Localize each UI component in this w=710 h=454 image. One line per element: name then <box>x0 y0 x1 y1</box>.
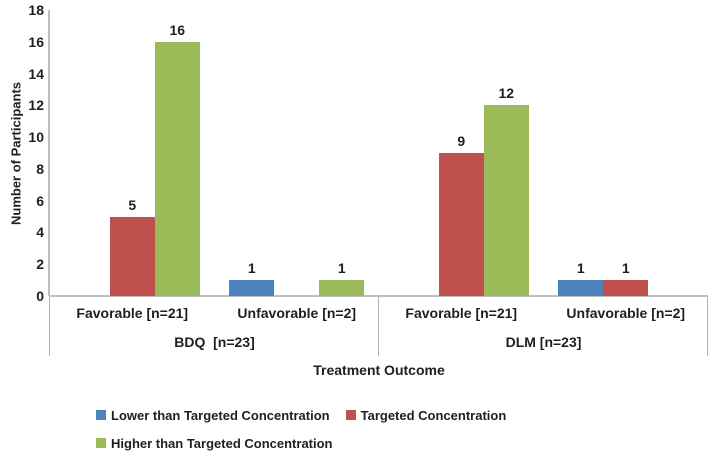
bar <box>483 105 529 296</box>
bar-value-label: 1 <box>337 260 346 277</box>
category-label: Unfavorable [n=2] <box>237 305 357 321</box>
bar-value-label: 1 <box>247 260 256 277</box>
x-axis-title: Treatment Outcome <box>313 362 445 378</box>
category-axis-separator <box>49 296 50 356</box>
category-label: Favorable [n=21] <box>76 305 189 321</box>
y-tick-label: 2 <box>36 256 44 273</box>
bar-value-label: 1 <box>621 260 630 277</box>
legend-label: Higher than Targeted Concentration <box>111 435 333 451</box>
legend-item: Higher than Targeted Concentration <box>96 435 333 451</box>
y-tick-label: 16 <box>28 33 44 50</box>
x-axis-baseline <box>50 295 708 297</box>
legend-label: Targeted Concentration <box>360 407 507 423</box>
legend-swatch-icon <box>96 410 106 420</box>
y-tick-label: 12 <box>28 97 44 114</box>
y-tick-label: 4 <box>36 224 44 241</box>
bar-value-label: 5 <box>128 196 137 213</box>
bar-value-label: 12 <box>498 85 515 102</box>
y-tick-label: 8 <box>36 160 44 177</box>
legend-item: Lower than Targeted Concentration <box>96 407 330 423</box>
y-tick-label: 0 <box>36 288 44 304</box>
legend-label: Lower than Targeted Concentration <box>111 407 330 423</box>
bar <box>558 280 604 296</box>
bar-value-label: 16 <box>169 21 186 38</box>
y-axis-line <box>48 10 50 296</box>
legend-swatch-icon <box>345 410 356 420</box>
category-label: Favorable [n=21] <box>405 305 518 321</box>
group-label: BDQ [n=23] <box>174 334 255 350</box>
y-tick-label: 14 <box>28 65 44 82</box>
y-tick-label: 10 <box>28 129 44 146</box>
bar <box>603 280 649 296</box>
legend: Lower than Targeted Concentration Targete… <box>96 407 661 451</box>
category-axis-separator <box>707 296 708 356</box>
category-label: Unfavorable [n=2] <box>566 305 686 321</box>
bar <box>154 41 200 296</box>
bar <box>109 216 155 296</box>
bar-value-label: 1 <box>576 260 585 277</box>
legend-item: Targeted Concentration <box>345 407 507 423</box>
y-tick-label: 6 <box>36 192 44 209</box>
bar <box>229 280 275 296</box>
y-tick-label: 18 <box>28 2 44 18</box>
group-label: DLM [n=23] <box>505 334 582 350</box>
bar <box>319 280 365 296</box>
bar <box>438 153 484 296</box>
category-axis-separator <box>378 296 379 356</box>
legend-swatch-icon <box>96 438 106 448</box>
bar-value-label: 9 <box>457 133 466 149</box>
